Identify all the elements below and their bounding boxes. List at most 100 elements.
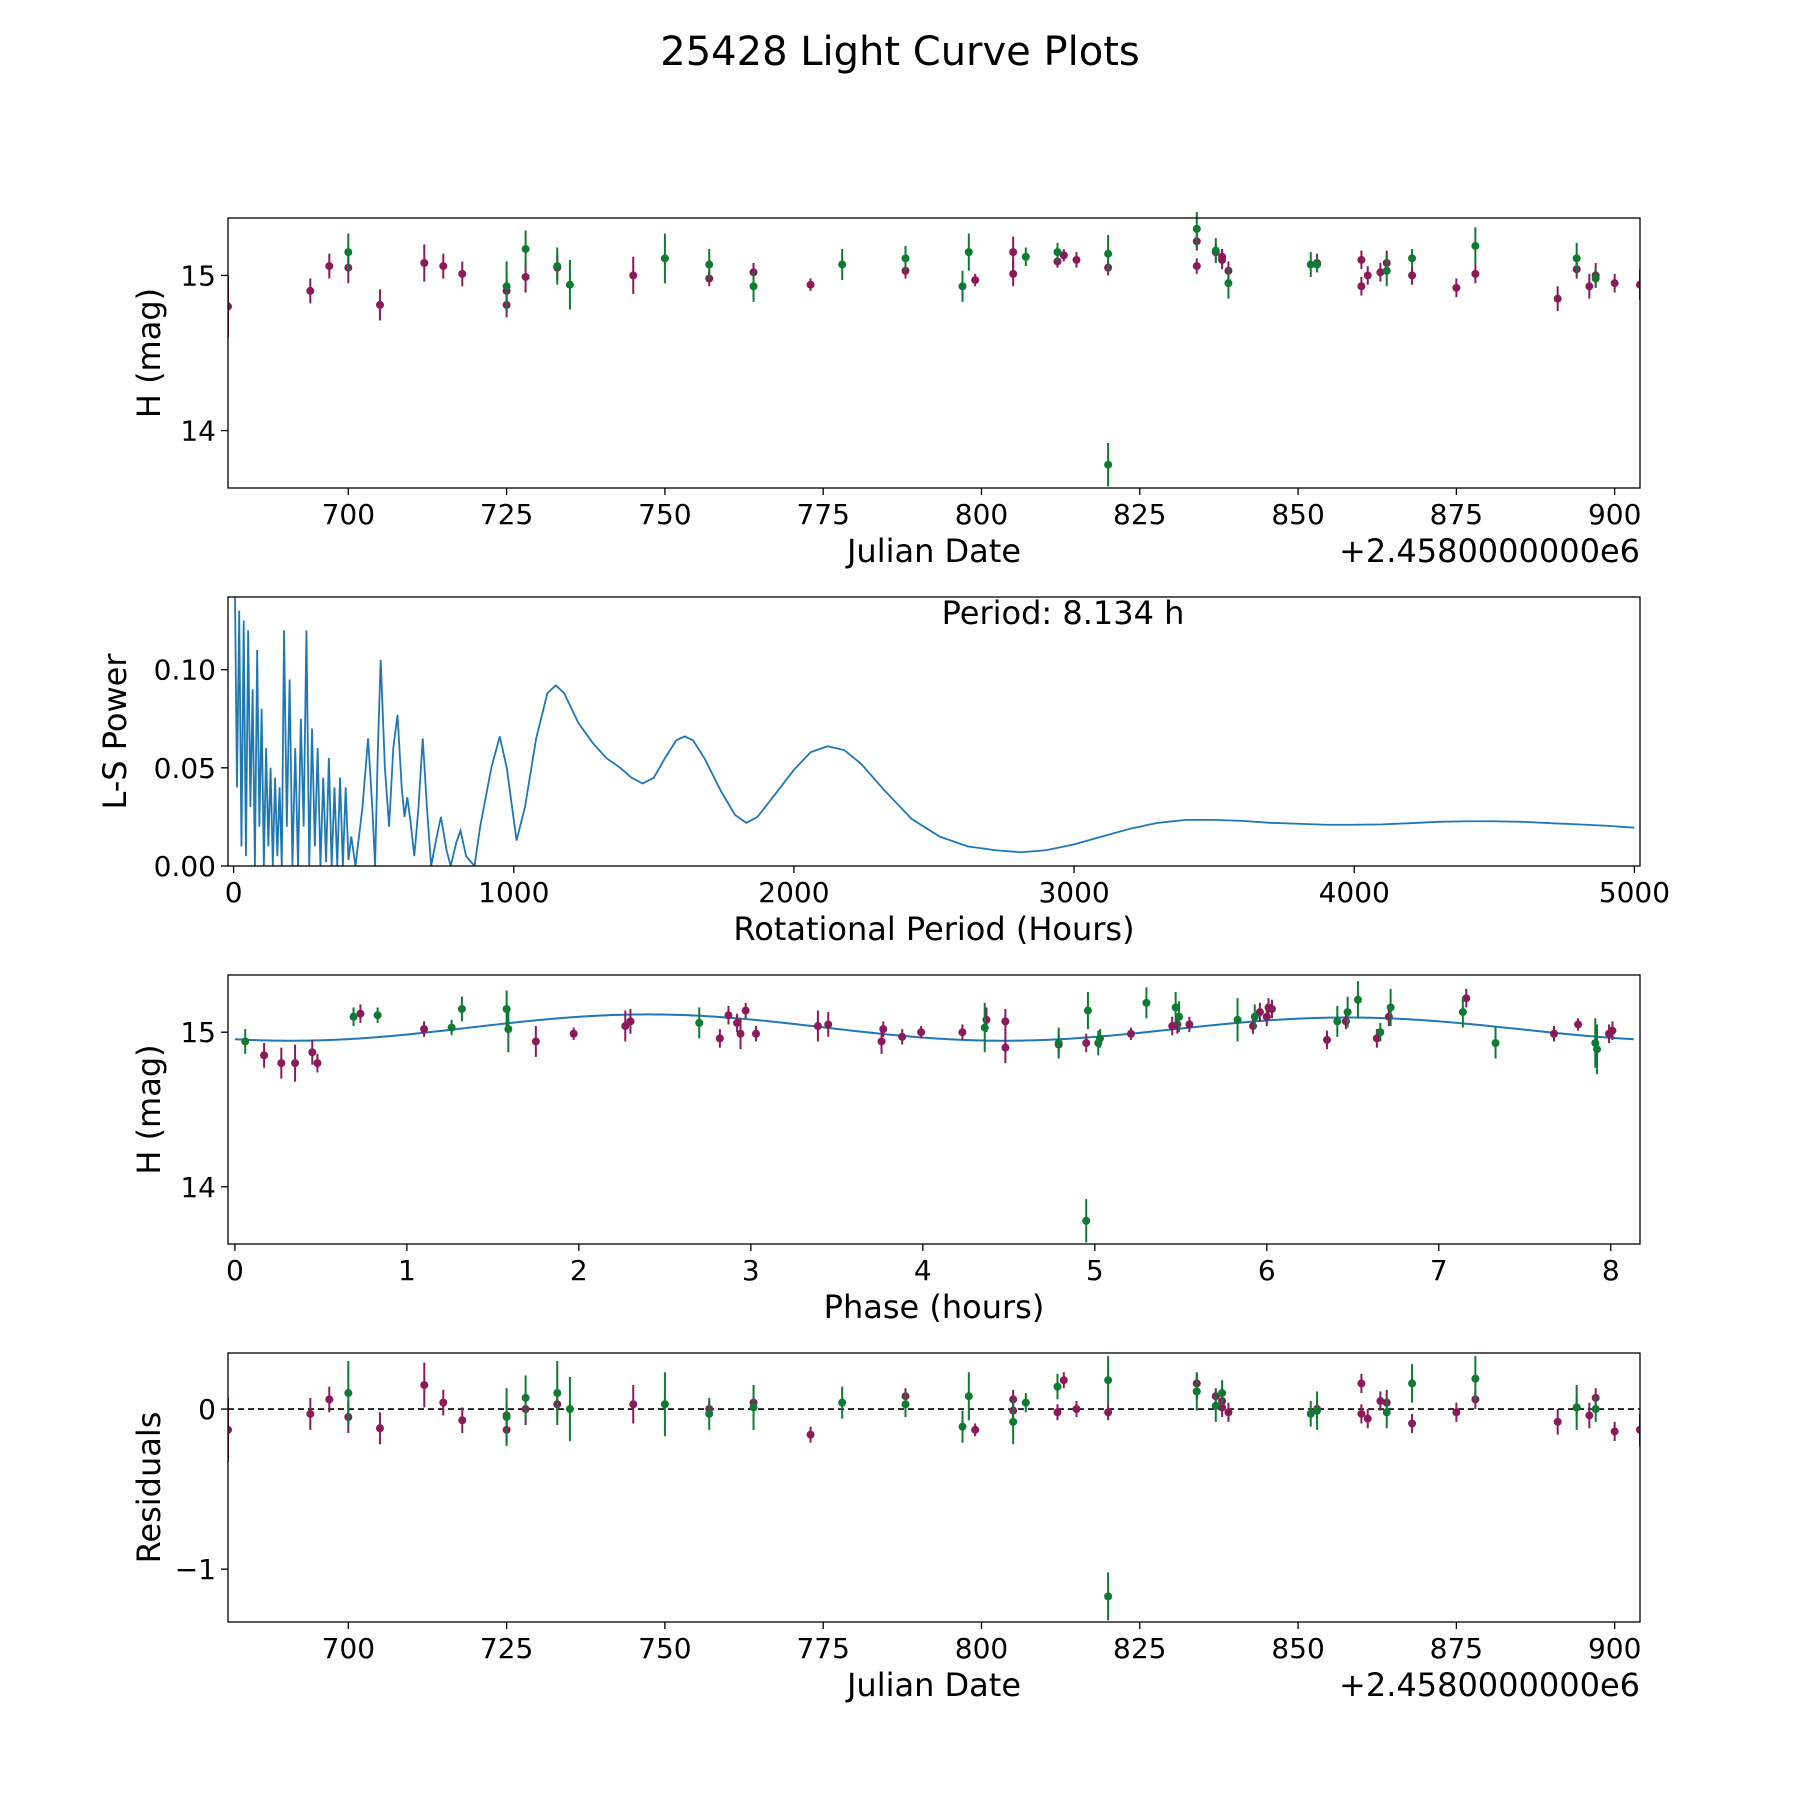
figure-title: 25428 Light Curve Plots [660, 29, 1139, 75]
data-point [1313, 1406, 1322, 1415]
data-point [877, 1037, 886, 1046]
data-point [980, 1023, 989, 1032]
data-point [1306, 1409, 1315, 1418]
x-tick-label: 725 [480, 1632, 533, 1665]
x-tick-label: 800 [955, 1632, 1008, 1665]
period-annotation: Period: 8.134 h [942, 594, 1185, 632]
data-point [971, 276, 980, 285]
data-point [1408, 1419, 1417, 1428]
data-point [565, 280, 574, 289]
x-axis-label: Julian Date [845, 532, 1021, 570]
x-tick-label: 3000 [1038, 876, 1109, 909]
data-point [1591, 274, 1600, 283]
series-green [344, 212, 1600, 487]
data-point [531, 1037, 540, 1046]
data-point [1572, 1403, 1581, 1412]
data-point [1224, 279, 1233, 288]
data-point [629, 271, 638, 280]
data-point [553, 1389, 562, 1398]
data-point [838, 260, 847, 269]
data-point [325, 262, 334, 271]
data-point [705, 1409, 714, 1418]
data-point [901, 1400, 910, 1409]
data-point [1471, 1374, 1480, 1383]
data-point [1211, 246, 1220, 255]
x-tick-label: 900 [1588, 498, 1641, 531]
data-point [1572, 254, 1581, 263]
data-point [1333, 1017, 1342, 1026]
data-point [1009, 248, 1018, 257]
series-green [344, 1356, 1600, 1621]
data-point [1104, 249, 1113, 258]
y-tick-label: 0 [198, 1393, 216, 1426]
data-point [917, 1028, 926, 1037]
data-point [626, 1017, 635, 1026]
plot-area [234, 981, 1634, 1243]
data-point [1357, 282, 1366, 291]
data-point [228, 302, 232, 311]
data-point [1192, 1387, 1201, 1396]
plot-area [228, 212, 1640, 487]
data-point [660, 254, 669, 263]
series-magenta [228, 231, 1640, 338]
data-point [898, 1032, 907, 1041]
data-point [308, 1048, 317, 1057]
data-point [1353, 995, 1362, 1004]
y-tick-label: 0.10 [154, 654, 216, 687]
data-point [1059, 1376, 1068, 1385]
data-point [1218, 1389, 1227, 1398]
data-point [1553, 1417, 1562, 1426]
data-point [1306, 260, 1315, 269]
data-point [521, 272, 530, 281]
data-point [705, 260, 714, 269]
data-point [1072, 1405, 1081, 1414]
data-point [838, 1398, 847, 1407]
data-point [1053, 248, 1062, 257]
light-curve-panel: 700 725 750 775 800 825 850 875 900 14 15 Julian Da… [130, 212, 1641, 570]
data-point [420, 259, 429, 267]
data-point [291, 1059, 300, 1068]
data-point [1452, 1408, 1461, 1417]
data-point [1211, 1401, 1220, 1410]
data-point [1376, 1397, 1385, 1406]
data-point [1267, 1005, 1276, 1014]
x-tick-label: 825 [1113, 1632, 1166, 1665]
data-point [741, 1006, 750, 1015]
data-point [1104, 1592, 1113, 1601]
series-magenta [260, 988, 1617, 1082]
data-point [1341, 1017, 1350, 1026]
data-point [1462, 994, 1471, 1003]
data-point [749, 282, 758, 291]
x-tick-label: 775 [796, 1632, 849, 1665]
x-tick-label: 750 [638, 1632, 691, 1665]
data-point [733, 1018, 742, 1027]
data-point [458, 269, 467, 278]
x-tick-label: 6 [1258, 1254, 1276, 1287]
x-tick-label: 5000 [1599, 876, 1670, 909]
data-point [1408, 271, 1417, 280]
data-point [457, 1005, 466, 1014]
data-point [521, 1393, 530, 1402]
data-point [306, 286, 315, 295]
data-point [260, 1051, 269, 1060]
data-point [715, 1034, 724, 1043]
x-tick-label: 5 [1086, 1254, 1104, 1287]
data-point [1458, 1008, 1467, 1017]
y-tick-label: 15 [180, 259, 216, 292]
data-point [1021, 252, 1030, 261]
data-point [629, 1400, 638, 1409]
y-tick-label: 0.05 [154, 752, 216, 785]
data-point [1001, 1017, 1010, 1026]
x-tick-label: 750 [638, 498, 691, 531]
data-point [1382, 266, 1391, 275]
x-axis-label: Phase (hours) [824, 1288, 1045, 1326]
y-axis-label: Residuals [130, 1412, 168, 1564]
data-point [1585, 282, 1594, 291]
data-point [1175, 1012, 1184, 1021]
data-point [1553, 294, 1562, 303]
data-point [1471, 269, 1480, 278]
data-point [1053, 1408, 1062, 1417]
data-point [879, 1025, 888, 1034]
data-point [824, 1020, 833, 1029]
